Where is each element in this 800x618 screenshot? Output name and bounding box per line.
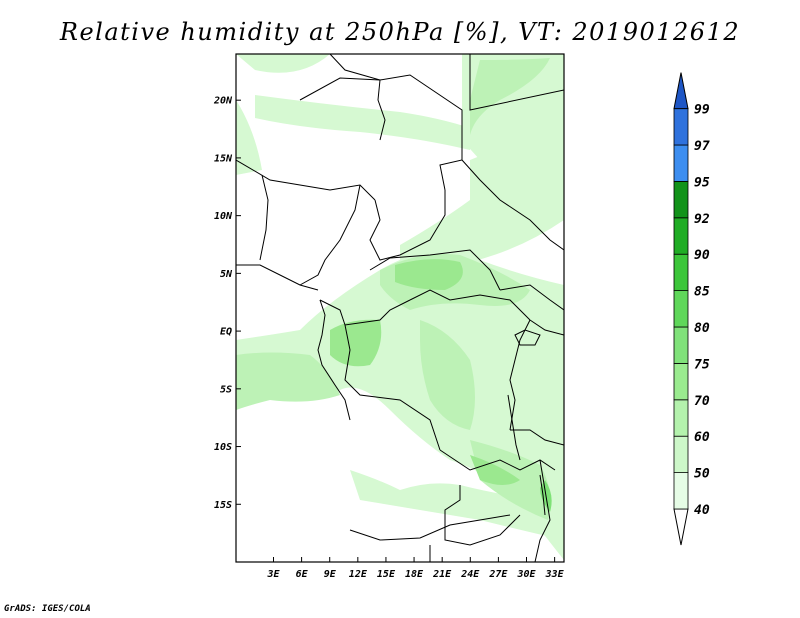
border-algeria-libya <box>329 54 386 141</box>
lon-tick-label: 24E <box>460 569 480 580</box>
lat-tick-label: 5N <box>220 269 233 280</box>
humidity-region-tropics <box>236 252 564 560</box>
colorbar-level-label: 90 <box>694 248 710 263</box>
colorbar-level-label: 92 <box>694 212 710 227</box>
border-zambia-south <box>444 485 521 546</box>
border-sudan-east <box>461 159 564 251</box>
lat-tick-label: 20N <box>213 96 233 107</box>
border-tanzania <box>510 429 564 446</box>
lat-tick-label: EQ <box>220 327 232 338</box>
lon-tick-label: 6E <box>296 569 309 580</box>
lon-tick-label: 18E <box>405 569 424 580</box>
lat-tick-label: 5S <box>220 384 232 395</box>
colorbar-segment <box>673 217 689 255</box>
border-mozambique <box>534 459 551 562</box>
humidity-region-northeast-core <box>470 58 550 135</box>
colorbar: 40 50 60 70 75 80 85 90 92 95 97 99 <box>673 72 710 546</box>
longitude-axis: 3E 6E 9E 12E 15E 18E 21E 24E 27E 30E 33E <box>266 557 565 580</box>
political-borders <box>236 54 564 562</box>
colorbar-segment <box>673 290 689 328</box>
humidity-region-equator-west <box>330 319 382 367</box>
border-lake-tanganyika <box>507 394 521 461</box>
colorbar-segment <box>673 326 689 364</box>
colorbar-level-label: 95 <box>694 175 710 190</box>
lon-tick-label: 27E <box>488 569 508 580</box>
border-congo <box>409 289 531 321</box>
border-niger-chad <box>299 77 381 101</box>
lat-tick-label: 15N <box>214 153 233 164</box>
map-title: Relative humidity at 250hPa [%], VT: 201… <box>59 18 741 46</box>
colorbar-level-label: 70 <box>694 394 710 409</box>
colorbar-level-label: 75 <box>694 357 710 372</box>
colorbar-level-label: 85 <box>694 285 710 300</box>
colorbar-segment <box>673 180 689 219</box>
colorbar-over-triangle <box>673 72 689 110</box>
border-nigeria-north <box>236 159 376 201</box>
colorbar-level-label: 50 <box>694 467 710 482</box>
lat-tick-label: 10S <box>214 442 232 453</box>
border-cameroon-gabon <box>319 299 411 326</box>
latitude-axis: 20N 15N 10N 5N EQ 5S 10S 15S <box>213 96 241 511</box>
border-ethiopia <box>499 284 564 311</box>
border-angola-zambia <box>439 449 556 471</box>
border-drc-west <box>344 324 441 451</box>
colorbar-segment <box>673 435 689 474</box>
colorbar-under-triangle <box>673 508 689 546</box>
colorbar-segment <box>673 399 689 437</box>
border-gabon-coast <box>317 299 351 421</box>
humidity-region-south-belt <box>350 470 564 540</box>
humidity-region-west-equator <box>236 352 340 410</box>
lon-tick-label: 33E <box>545 569 565 580</box>
colorbar-segment <box>673 362 689 401</box>
colorbar-level-label: 97 <box>694 139 710 154</box>
map-frame <box>235 53 565 563</box>
colorbar-level-label: 80 <box>694 321 710 336</box>
colorbar-segment <box>673 253 689 291</box>
border-drc-east <box>509 319 531 431</box>
border-libya-sudan <box>379 74 463 191</box>
grads-credit: GrADS: IGES/COLA <box>4 604 91 614</box>
colorbar-level-label: 40 <box>694 503 710 518</box>
colorbar-segment <box>673 472 689 510</box>
lon-tick-label: 12E <box>349 569 368 580</box>
humidity-region-central-peak <box>395 259 463 290</box>
border-car <box>369 249 501 291</box>
border-benin-togo <box>259 174 269 261</box>
border-east-frame <box>469 54 564 111</box>
humidity-region-west-coast <box>236 100 262 175</box>
humidity-shading <box>236 54 564 560</box>
border-kenya <box>529 319 564 336</box>
border-nigeria-cameroon <box>299 184 361 286</box>
humidity-region-diagonal-band <box>400 120 564 262</box>
border-lake-malawi <box>539 474 546 516</box>
colorbar-segment <box>673 144 689 182</box>
humidity-region-south-peak <box>470 455 520 485</box>
lon-tick-label: 3E <box>266 569 280 580</box>
lon-tick-label: 9E <box>324 569 337 580</box>
colorbar-level-label: 99 <box>694 103 710 118</box>
border-angola-namibia <box>349 514 511 541</box>
lat-tick-label: 10N <box>214 211 233 222</box>
colorbar-segment <box>673 108 689 146</box>
humidity-region-sahel-band <box>255 95 470 150</box>
humidity-region-north-band <box>236 54 330 73</box>
lon-tick-label: 21E <box>432 569 452 580</box>
lon-tick-label: 15E <box>377 569 396 580</box>
colorbar-level-label: 60 <box>694 430 710 445</box>
lon-tick-label: 30E <box>516 569 536 580</box>
lat-tick-label: 15S <box>214 500 232 511</box>
border-lake-victoria <box>514 329 541 346</box>
humidity-region-congo-east <box>420 320 475 430</box>
border-gulf-of-guinea-coast <box>236 264 319 291</box>
